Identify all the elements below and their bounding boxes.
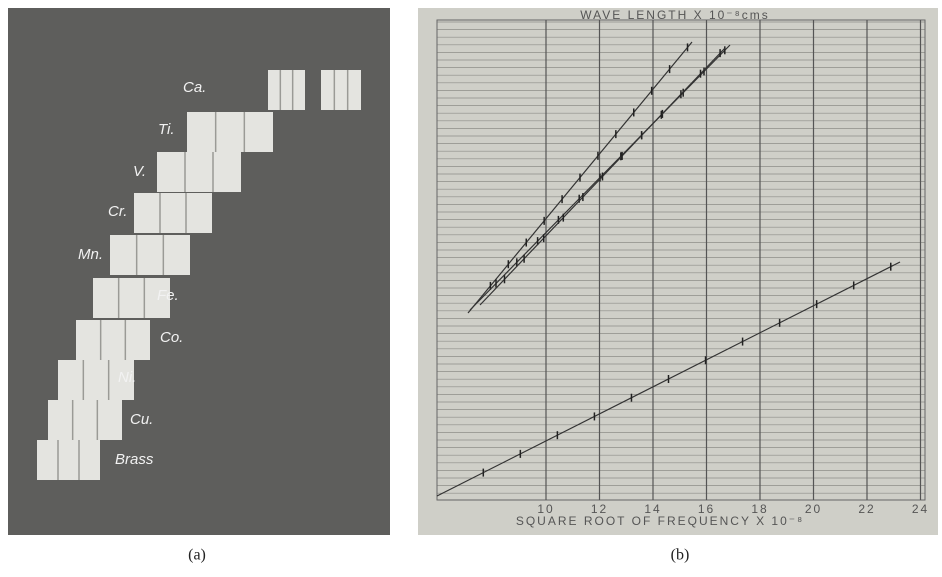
x-tick-label: 14 bbox=[644, 502, 661, 516]
spectrum-strip bbox=[37, 440, 100, 480]
panel-b-photo bbox=[418, 8, 938, 535]
x-tick-label: 18 bbox=[751, 502, 768, 516]
top-axis-title: WAVE LENGTH X 10⁻⁸cms bbox=[580, 8, 769, 22]
x-tick-label: 12 bbox=[591, 502, 608, 516]
element-label: Brass bbox=[115, 451, 154, 468]
x-tick-label: 22 bbox=[858, 502, 875, 516]
element-label: Fe. bbox=[157, 287, 179, 304]
element-label: V. bbox=[133, 163, 146, 180]
x-axis-title: SQUARE ROOT OF FREQUENCY X 10⁻⁸ bbox=[516, 514, 804, 528]
element-label: Ni. bbox=[118, 369, 136, 386]
element-label: Cu. bbox=[130, 411, 153, 428]
spectrum-strip bbox=[268, 70, 305, 110]
element-label: Mn. bbox=[78, 246, 103, 263]
spectrum-strip bbox=[134, 193, 212, 233]
element-label: Co. bbox=[160, 329, 183, 346]
spectrum-strip bbox=[110, 235, 190, 275]
x-tick-label: 10 bbox=[537, 502, 554, 516]
figure: WAVE LENGTH X 10⁻⁸cms SQUARE ROOT OF FRE… bbox=[0, 0, 942, 572]
spectrum-strip bbox=[76, 320, 150, 360]
spectrum-strip bbox=[48, 400, 122, 440]
x-tick-label: 24 bbox=[912, 502, 929, 516]
caption-a: (a) bbox=[188, 547, 206, 564]
spectrum-strip bbox=[321, 70, 361, 110]
element-label: Ti. bbox=[158, 121, 175, 138]
element-label: Ca. bbox=[183, 79, 206, 96]
spectrum-strip bbox=[187, 112, 273, 152]
x-tick-label: 16 bbox=[698, 502, 715, 516]
spectrum-strip bbox=[157, 152, 241, 192]
element-label: Cr. bbox=[108, 203, 127, 220]
caption-b: (b) bbox=[671, 547, 690, 564]
x-tick-label: 20 bbox=[805, 502, 822, 516]
